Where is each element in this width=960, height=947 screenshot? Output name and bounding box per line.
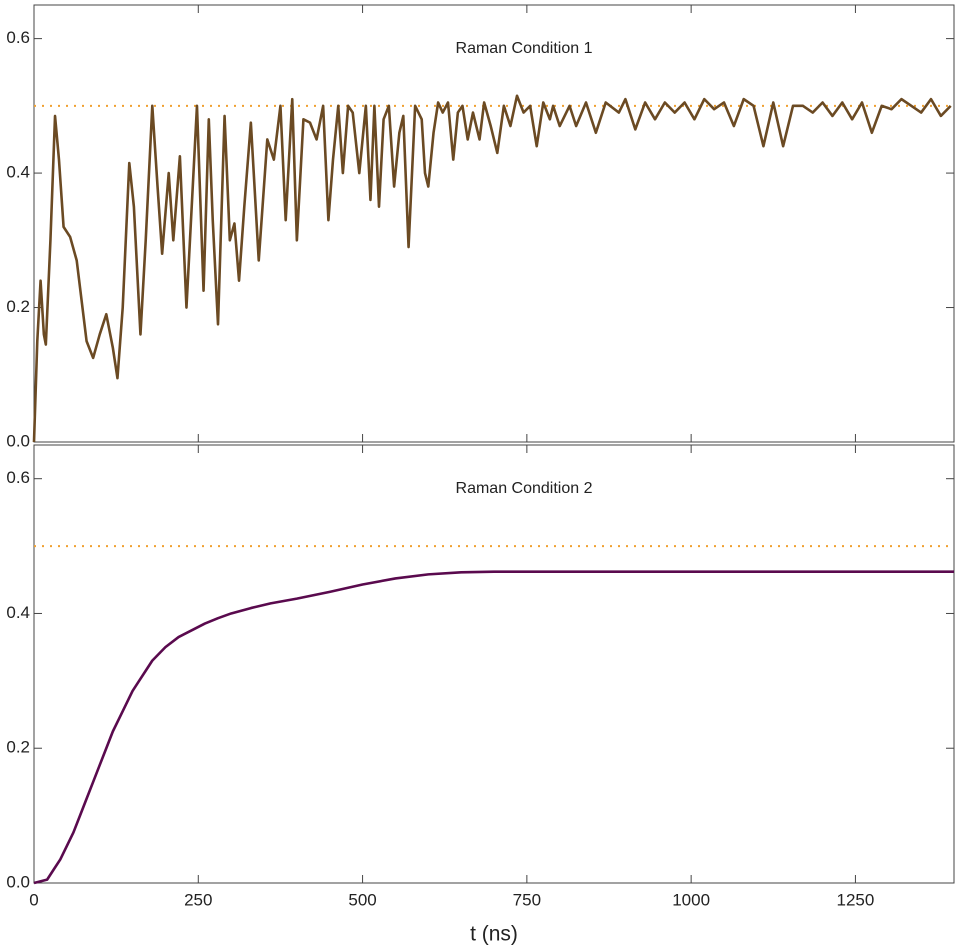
- chart-title: Raman Condition 1: [456, 40, 593, 57]
- y-tick-label: 0.6: [6, 28, 30, 47]
- y-tick-label: 0.0: [6, 872, 30, 891]
- x-tick-label: 1000: [672, 890, 710, 909]
- y-tick-label: 0.4: [6, 603, 30, 622]
- plot-frame: [33, 444, 955, 884]
- y-tick-label: 0.2: [6, 738, 30, 757]
- x-tick-label: 500: [348, 890, 376, 909]
- x-tick-label: 750: [513, 890, 541, 909]
- x-axis-label: t (ns): [470, 923, 518, 946]
- y-tick-label: 0.4: [6, 163, 30, 182]
- data-line: [33, 570, 954, 885]
- x-tick-label: 250: [184, 890, 212, 909]
- y-tick-label: 0.0: [6, 431, 30, 450]
- x-tick-label: 1250: [837, 890, 875, 909]
- chart-title: Raman Condition 2: [456, 480, 593, 497]
- y-tick-label: 0.6: [6, 468, 30, 487]
- x-tick-label: 0: [29, 890, 38, 909]
- data-line: [32, 94, 952, 443]
- plot-frame: [33, 4, 955, 443]
- y-tick-label: 0.2: [6, 297, 30, 316]
